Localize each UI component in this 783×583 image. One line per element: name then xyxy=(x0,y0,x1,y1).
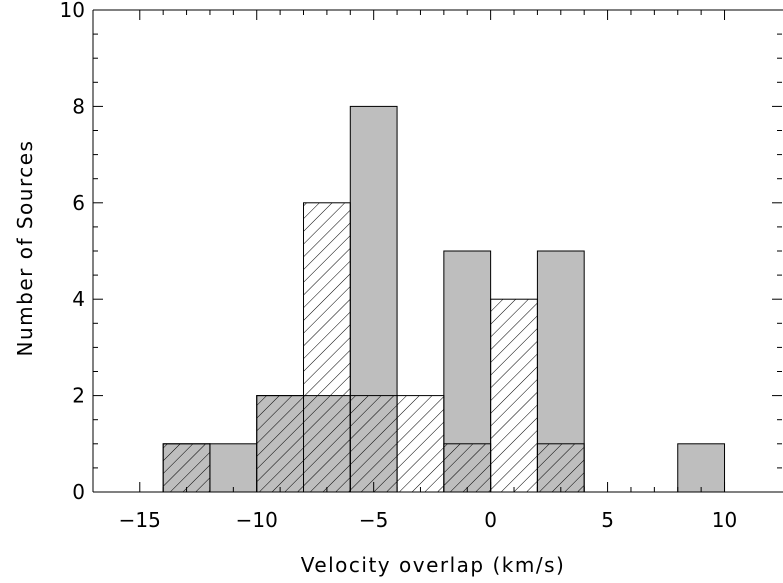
y-tick-label: 0 xyxy=(72,480,85,504)
hatched-bar-3 xyxy=(349,395,398,493)
hatched-bar-1 xyxy=(256,395,305,493)
hatched-bar-series xyxy=(162,202,585,493)
y-tick-label: 4 xyxy=(72,287,85,311)
y-axis-title: Number of Sources xyxy=(13,140,37,357)
axis-ticks: −15 −10 −5 0 5 10 0 2 4 6 8 10 xyxy=(60,0,782,532)
hatched-bar-2 xyxy=(303,202,351,493)
x-tick-label: −10 xyxy=(236,508,278,532)
x-tick-label: −5 xyxy=(359,508,388,532)
hatched-bar-6 xyxy=(490,298,538,493)
hatched-bar-0 xyxy=(162,443,211,493)
hatched-bar-4 xyxy=(396,395,445,493)
x-axis-title: Velocity overlap (km/s) xyxy=(301,553,566,577)
hatched-bar-7 xyxy=(536,443,585,493)
x-tick-label: 5 xyxy=(601,508,614,532)
gray-bar-7 xyxy=(677,443,726,493)
x-tick-label: 0 xyxy=(484,508,497,532)
hatched-bar-5 xyxy=(443,443,492,493)
y-tick-label: 2 xyxy=(72,384,85,408)
y-tick-label: 10 xyxy=(60,0,85,22)
x-tick-label: 10 xyxy=(712,508,737,532)
gray-bar-1 xyxy=(209,443,258,493)
y-tick-label: 6 xyxy=(72,191,85,215)
x-tick-label: −15 xyxy=(119,508,161,532)
y-tick-label: 8 xyxy=(72,94,85,118)
